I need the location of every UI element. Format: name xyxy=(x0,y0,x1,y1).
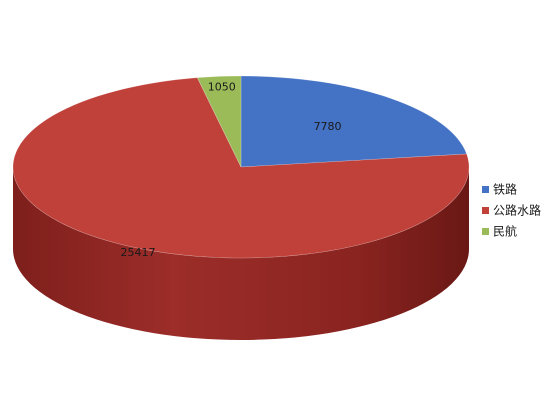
legend-swatch-1 xyxy=(482,207,489,214)
pie-slice-1 xyxy=(12,77,470,259)
pie-data-labels: 7780 25417 1050 xyxy=(121,80,342,259)
legend-label-2: 民航 xyxy=(493,224,517,239)
pie-side-1 xyxy=(13,167,469,340)
legend-swatch-2 xyxy=(482,228,489,235)
pie-slice-2 xyxy=(196,75,242,168)
pie-side-walls xyxy=(13,167,469,340)
legend-label-0: 铁路 xyxy=(493,182,517,197)
legend-label-1: 公路水路 xyxy=(493,203,541,218)
data-label-2: 1050 xyxy=(208,80,236,93)
pie-slices xyxy=(12,75,470,259)
data-label-1: 25417 xyxy=(121,246,156,259)
pie-slice-0 xyxy=(240,75,468,168)
legend-swatch-0 xyxy=(482,186,489,193)
data-label-0: 7780 xyxy=(314,120,342,133)
